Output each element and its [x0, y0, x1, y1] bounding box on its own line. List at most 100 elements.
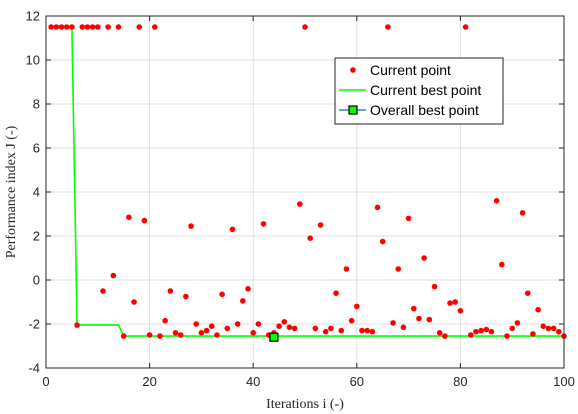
current-point-marker — [255, 321, 262, 327]
current-point-marker — [524, 290, 531, 297]
current-point-marker — [504, 333, 510, 339]
current-point-marker — [240, 298, 246, 304]
current-point-marker — [141, 217, 148, 224]
current-point-marker — [234, 321, 241, 327]
current-point-marker — [540, 323, 547, 330]
x-tick-label: 60 — [350, 374, 364, 389]
current-point-marker — [499, 261, 505, 268]
current-point-marker — [452, 299, 459, 305]
current-point-marker — [421, 255, 427, 261]
current-point-marker — [297, 201, 303, 207]
current-point-marker — [322, 328, 329, 335]
current-point-marker — [151, 24, 158, 30]
legend-label: Overall best point — [370, 102, 479, 118]
current-point-marker — [338, 327, 345, 334]
current-point-marker — [120, 333, 127, 339]
current-point-marker — [509, 325, 515, 332]
x-tick-label: 0 — [42, 374, 49, 389]
current-point-marker — [457, 308, 464, 314]
current-point-marker — [250, 330, 256, 336]
current-point-marker — [105, 24, 111, 30]
y-tick-label: 12 — [26, 9, 40, 24]
legend-current-point-swatch — [350, 67, 356, 73]
current-point-marker — [224, 325, 231, 332]
current-point-marker — [483, 326, 490, 333]
current-point-marker — [400, 324, 407, 331]
current-point-marker — [359, 327, 365, 334]
x-tick-label: 100 — [553, 374, 575, 389]
current-point-marker — [172, 330, 179, 336]
current-point-marker — [348, 317, 355, 324]
current-point-marker — [136, 24, 143, 30]
current-point-marker — [245, 286, 251, 292]
current-point-marker — [115, 24, 122, 30]
current-point-marker — [416, 315, 422, 322]
current-point-marker — [556, 328, 562, 335]
legend-label: Current best point — [370, 82, 481, 98]
current-point-marker — [219, 291, 225, 298]
current-point-marker — [110, 272, 117, 279]
current-point-marker — [395, 266, 402, 272]
current-point-marker — [146, 332, 153, 338]
current-point-marker — [157, 333, 163, 339]
current-point-marker — [364, 327, 370, 334]
current-point-marker — [343, 266, 350, 272]
ticks: 0 20 40 60 80 100 -4 -2 0 2 4 6 8 10 12 — [26, 9, 575, 390]
current-point-marker — [53, 24, 60, 30]
current-point-marker — [229, 226, 236, 233]
current-point-marker — [530, 331, 536, 337]
current-point-marker — [436, 330, 443, 336]
current-point-marker — [514, 320, 521, 326]
legend-box — [334, 57, 504, 125]
current-point-marker — [63, 24, 70, 30]
current-point-marker — [79, 24, 86, 30]
legend-overall-best-swatch — [348, 105, 358, 115]
current-point-marker — [167, 288, 174, 294]
current-point-marker — [462, 24, 469, 30]
current-point-marker — [374, 204, 381, 211]
x-tick-label: 40 — [246, 374, 260, 389]
current-point-marker — [493, 198, 500, 204]
x-tick-label: 80 — [453, 374, 467, 389]
current-point-marker — [126, 214, 132, 221]
current-point-marker — [260, 221, 267, 227]
current-point-marker — [307, 235, 313, 241]
y-tick-label: -4 — [28, 361, 40, 376]
current-point-marker — [131, 299, 137, 305]
current-point-marker — [302, 24, 308, 30]
y-tick-label: 0 — [33, 273, 40, 288]
overall-best-marker — [269, 332, 279, 342]
x-tick-label: 20 — [142, 374, 156, 389]
current-point-marker — [410, 305, 417, 312]
current-point-marker — [162, 317, 168, 324]
y-tick-label: 6 — [33, 141, 40, 156]
current-point-marker — [426, 316, 433, 323]
current-point-marker — [478, 327, 484, 334]
current-point-marker — [550, 325, 557, 332]
x-axis-label: Iterations i (-) — [266, 397, 344, 412]
current-point-marker — [276, 323, 282, 330]
current-point-marker — [208, 323, 215, 330]
series-layer — [48, 24, 567, 342]
current-point-marker — [177, 332, 184, 338]
current-point-marker — [95, 24, 101, 30]
current-point-marker — [281, 319, 288, 325]
legend: Current point Current best point Overall b… — [334, 57, 504, 125]
y-tick-label: 10 — [26, 53, 40, 68]
current-point-marker — [385, 24, 391, 30]
current-point-marker — [488, 328, 495, 335]
current-point-marker — [379, 238, 386, 245]
current-point-marker — [535, 306, 541, 313]
current-point-marker — [473, 328, 479, 335]
current-point-marker — [69, 24, 75, 30]
current-point-marker — [193, 321, 200, 327]
current-point-marker — [369, 328, 376, 335]
current-point-marker — [84, 24, 91, 30]
current-point-marker — [328, 325, 334, 332]
current-point-marker — [317, 222, 324, 228]
current-point-marker — [447, 300, 453, 306]
current-point-marker — [58, 24, 65, 30]
y-tick-label: 2 — [33, 229, 40, 244]
y-tick-label: -2 — [28, 317, 40, 332]
